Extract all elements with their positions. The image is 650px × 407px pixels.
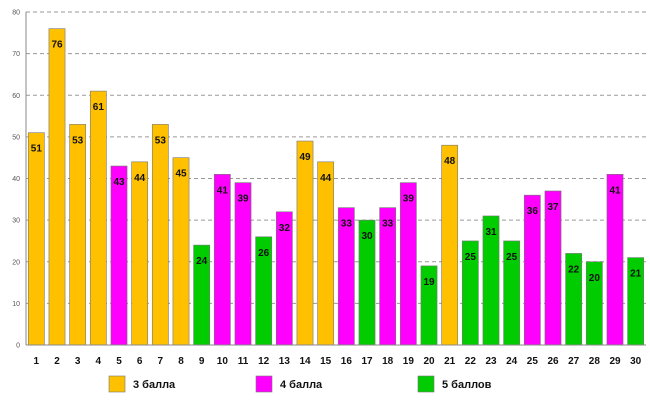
x-axis-ticks: 1 2 3 4 5 6 7 8 9 10 11 12 13 14 15 16 17 18 19 20 21 22 23 24 2… bbox=[34, 356, 642, 367]
y-tick-label: 60 bbox=[12, 93, 20, 100]
x-tick-label: 19 bbox=[403, 356, 415, 367]
data-label: 20 bbox=[589, 273, 601, 284]
data-label: 21 bbox=[630, 269, 642, 280]
data-label: 33 bbox=[341, 219, 353, 230]
data-label: 61 bbox=[93, 102, 105, 113]
bar bbox=[48, 28, 66, 346]
x-tick-label: 15 bbox=[320, 356, 332, 367]
x-tick-label: 28 bbox=[589, 356, 601, 367]
data-label: 48 bbox=[444, 156, 456, 167]
bar bbox=[110, 165, 128, 346]
x-tick-label: 3 bbox=[75, 356, 81, 367]
legend-label: 5 баллов bbox=[442, 379, 492, 391]
data-label: 19 bbox=[423, 277, 435, 288]
y-tick-label: 50 bbox=[12, 134, 20, 141]
data-label: 33 bbox=[382, 219, 394, 230]
data-label: 41 bbox=[609, 185, 621, 196]
legend-label: 3 балла bbox=[133, 379, 176, 391]
bar bbox=[69, 124, 87, 346]
legend-swatch bbox=[255, 375, 273, 393]
data-label: 32 bbox=[279, 223, 291, 234]
data-label: 44 bbox=[134, 173, 146, 184]
data-label: 43 bbox=[113, 177, 125, 188]
x-tick-label: 12 bbox=[258, 356, 270, 367]
x-tick-label: 1 bbox=[34, 356, 40, 367]
x-tick-label: 29 bbox=[609, 356, 621, 367]
data-label: 53 bbox=[72, 135, 84, 146]
y-tick-label: 80 bbox=[12, 10, 20, 17]
x-tick-label: 8 bbox=[178, 356, 184, 367]
data-label: 45 bbox=[175, 169, 187, 180]
data-label: 41 bbox=[217, 185, 229, 196]
x-tick-label: 5 bbox=[116, 356, 122, 367]
x-tick-label: 25 bbox=[527, 356, 539, 367]
data-label: 22 bbox=[568, 264, 580, 275]
x-tick-label: 20 bbox=[423, 356, 435, 367]
bar bbox=[606, 174, 624, 346]
y-tick-label: 70 bbox=[12, 51, 20, 58]
bar bbox=[399, 182, 417, 346]
y-tick-label: 40 bbox=[12, 176, 20, 183]
bar bbox=[317, 161, 335, 346]
bar bbox=[523, 194, 541, 346]
x-tick-label: 26 bbox=[547, 356, 559, 367]
x-tick-label: 16 bbox=[341, 356, 353, 367]
bar bbox=[441, 144, 459, 346]
data-label: 31 bbox=[485, 227, 497, 238]
x-tick-label: 7 bbox=[158, 356, 164, 367]
legend-swatch bbox=[108, 375, 126, 393]
y-tick-label: 10 bbox=[12, 301, 20, 308]
data-label: 36 bbox=[527, 206, 539, 217]
bars bbox=[27, 28, 645, 346]
x-tick-label: 9 bbox=[199, 356, 205, 367]
x-tick-label: 2 bbox=[54, 356, 60, 367]
data-label: 25 bbox=[465, 252, 477, 263]
data-label: 24 bbox=[196, 256, 208, 267]
bar bbox=[296, 140, 314, 346]
y-tick-label: 0 bbox=[16, 343, 20, 350]
bar bbox=[131, 161, 149, 346]
y-tick-label: 20 bbox=[12, 259, 20, 266]
x-tick-label: 22 bbox=[465, 356, 477, 367]
data-label: 37 bbox=[547, 202, 559, 213]
data-label: 44 bbox=[320, 173, 332, 184]
data-label: 39 bbox=[403, 194, 415, 205]
bar bbox=[172, 157, 190, 346]
y-axis-ticks: 0 10 20 30 40 50 60 70 80 bbox=[12, 10, 20, 350]
x-tick-label: 14 bbox=[299, 356, 311, 367]
x-tick-label: 10 bbox=[217, 356, 229, 367]
x-tick-label: 21 bbox=[444, 356, 456, 367]
data-labels: 51 76 53 61 43 44 53 45 24 41 39 26 32 49 44 33 30 33 39 19… bbox=[31, 40, 642, 288]
legend-swatch bbox=[417, 375, 435, 393]
x-tick-label: 13 bbox=[279, 356, 291, 367]
data-label: 39 bbox=[237, 194, 249, 205]
bar bbox=[27, 132, 45, 346]
bar bbox=[151, 124, 169, 346]
data-label: 49 bbox=[299, 152, 311, 163]
bar bbox=[89, 90, 107, 346]
data-label: 25 bbox=[506, 252, 518, 263]
x-tick-label: 6 bbox=[137, 356, 143, 367]
data-label: 51 bbox=[31, 144, 43, 155]
x-tick-label: 30 bbox=[630, 356, 642, 367]
x-tick-label: 24 bbox=[506, 356, 518, 367]
bar bbox=[234, 182, 252, 346]
data-label: 26 bbox=[258, 248, 270, 259]
gridlines bbox=[26, 11, 646, 304]
legend: 3 балла 4 балла 5 баллов bbox=[108, 375, 492, 393]
bar bbox=[213, 174, 231, 346]
y-tick-label: 30 bbox=[12, 218, 20, 225]
x-tick-label: 11 bbox=[238, 356, 249, 367]
x-tick-label: 4 bbox=[96, 356, 102, 367]
x-tick-label: 18 bbox=[382, 356, 394, 367]
legend-label: 4 балла bbox=[280, 379, 323, 391]
x-tick-label: 23 bbox=[485, 356, 497, 367]
data-label: 76 bbox=[51, 40, 63, 51]
data-label: 53 bbox=[155, 135, 167, 146]
x-tick-label: 27 bbox=[568, 356, 580, 367]
data-label: 30 bbox=[361, 231, 373, 242]
x-tick-label: 17 bbox=[361, 356, 373, 367]
bar bbox=[544, 190, 562, 346]
